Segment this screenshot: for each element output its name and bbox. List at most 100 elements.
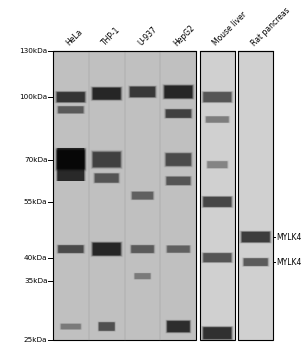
FancyBboxPatch shape — [203, 253, 232, 262]
Bar — [57, 147, 84, 181]
FancyBboxPatch shape — [167, 246, 190, 253]
FancyBboxPatch shape — [202, 196, 233, 208]
FancyBboxPatch shape — [131, 245, 154, 253]
FancyBboxPatch shape — [165, 153, 192, 167]
FancyBboxPatch shape — [165, 109, 192, 118]
FancyBboxPatch shape — [166, 320, 191, 333]
FancyBboxPatch shape — [168, 246, 189, 252]
FancyBboxPatch shape — [91, 151, 122, 168]
FancyBboxPatch shape — [203, 92, 232, 103]
FancyBboxPatch shape — [164, 85, 192, 98]
FancyBboxPatch shape — [94, 173, 119, 183]
FancyBboxPatch shape — [95, 174, 119, 183]
FancyBboxPatch shape — [240, 231, 271, 243]
FancyBboxPatch shape — [202, 196, 232, 207]
FancyBboxPatch shape — [56, 92, 86, 103]
FancyBboxPatch shape — [206, 116, 229, 123]
FancyBboxPatch shape — [57, 106, 84, 114]
FancyBboxPatch shape — [132, 192, 153, 199]
FancyBboxPatch shape — [132, 245, 154, 253]
FancyBboxPatch shape — [92, 242, 122, 256]
Text: 35kDa: 35kDa — [24, 278, 47, 284]
FancyBboxPatch shape — [240, 231, 271, 243]
FancyBboxPatch shape — [243, 258, 269, 266]
FancyBboxPatch shape — [93, 243, 121, 255]
FancyBboxPatch shape — [244, 258, 268, 266]
Text: THP-1: THP-1 — [100, 26, 122, 48]
Text: U-937: U-937 — [136, 25, 159, 48]
FancyBboxPatch shape — [135, 273, 150, 279]
FancyBboxPatch shape — [131, 245, 154, 253]
FancyBboxPatch shape — [57, 150, 85, 169]
Bar — [57, 147, 84, 181]
Text: MYLK4: MYLK4 — [276, 258, 301, 267]
Text: 100kDa: 100kDa — [19, 94, 47, 100]
FancyBboxPatch shape — [204, 92, 231, 102]
FancyBboxPatch shape — [59, 106, 83, 113]
FancyBboxPatch shape — [202, 92, 232, 103]
Bar — [58, 147, 84, 181]
FancyBboxPatch shape — [98, 322, 115, 331]
FancyBboxPatch shape — [167, 245, 190, 253]
Text: HeLa: HeLa — [64, 28, 84, 48]
FancyBboxPatch shape — [99, 322, 115, 331]
FancyBboxPatch shape — [167, 177, 190, 185]
FancyBboxPatch shape — [58, 245, 84, 253]
Bar — [58, 147, 84, 181]
FancyBboxPatch shape — [130, 87, 155, 97]
FancyBboxPatch shape — [130, 87, 155, 97]
FancyBboxPatch shape — [92, 152, 121, 167]
FancyBboxPatch shape — [204, 253, 231, 262]
FancyBboxPatch shape — [91, 150, 122, 169]
Bar — [56, 147, 85, 181]
FancyBboxPatch shape — [56, 149, 86, 170]
FancyBboxPatch shape — [206, 117, 229, 122]
FancyBboxPatch shape — [208, 161, 227, 168]
FancyBboxPatch shape — [56, 149, 85, 170]
FancyBboxPatch shape — [242, 232, 270, 242]
FancyBboxPatch shape — [166, 110, 191, 118]
FancyBboxPatch shape — [167, 246, 190, 253]
FancyBboxPatch shape — [167, 177, 190, 185]
FancyBboxPatch shape — [242, 232, 269, 242]
FancyBboxPatch shape — [91, 242, 122, 256]
FancyBboxPatch shape — [94, 173, 119, 183]
FancyBboxPatch shape — [92, 243, 121, 256]
FancyBboxPatch shape — [91, 242, 122, 257]
FancyBboxPatch shape — [94, 173, 120, 183]
FancyBboxPatch shape — [57, 150, 84, 169]
FancyBboxPatch shape — [130, 245, 154, 253]
FancyBboxPatch shape — [207, 161, 227, 168]
FancyBboxPatch shape — [58, 106, 83, 113]
FancyBboxPatch shape — [135, 273, 150, 279]
FancyBboxPatch shape — [56, 92, 85, 103]
FancyBboxPatch shape — [130, 245, 155, 253]
FancyBboxPatch shape — [58, 106, 84, 113]
FancyBboxPatch shape — [165, 86, 192, 98]
FancyBboxPatch shape — [93, 152, 120, 167]
FancyBboxPatch shape — [91, 87, 122, 100]
FancyBboxPatch shape — [244, 258, 267, 266]
FancyBboxPatch shape — [165, 153, 192, 166]
FancyBboxPatch shape — [93, 152, 121, 167]
FancyBboxPatch shape — [206, 117, 228, 122]
FancyBboxPatch shape — [132, 192, 153, 199]
FancyBboxPatch shape — [206, 116, 229, 123]
FancyBboxPatch shape — [163, 85, 194, 99]
FancyBboxPatch shape — [166, 321, 190, 332]
FancyBboxPatch shape — [95, 174, 118, 182]
FancyBboxPatch shape — [202, 91, 233, 103]
FancyBboxPatch shape — [166, 176, 191, 186]
Text: 70kDa: 70kDa — [24, 156, 47, 163]
FancyBboxPatch shape — [204, 197, 231, 207]
FancyBboxPatch shape — [129, 86, 157, 98]
FancyBboxPatch shape — [203, 327, 232, 340]
FancyBboxPatch shape — [204, 328, 231, 339]
FancyBboxPatch shape — [98, 322, 115, 331]
FancyBboxPatch shape — [57, 245, 84, 253]
FancyBboxPatch shape — [166, 320, 191, 333]
Bar — [57, 147, 85, 181]
FancyBboxPatch shape — [56, 91, 86, 103]
FancyBboxPatch shape — [56, 92, 85, 102]
FancyBboxPatch shape — [99, 322, 115, 331]
